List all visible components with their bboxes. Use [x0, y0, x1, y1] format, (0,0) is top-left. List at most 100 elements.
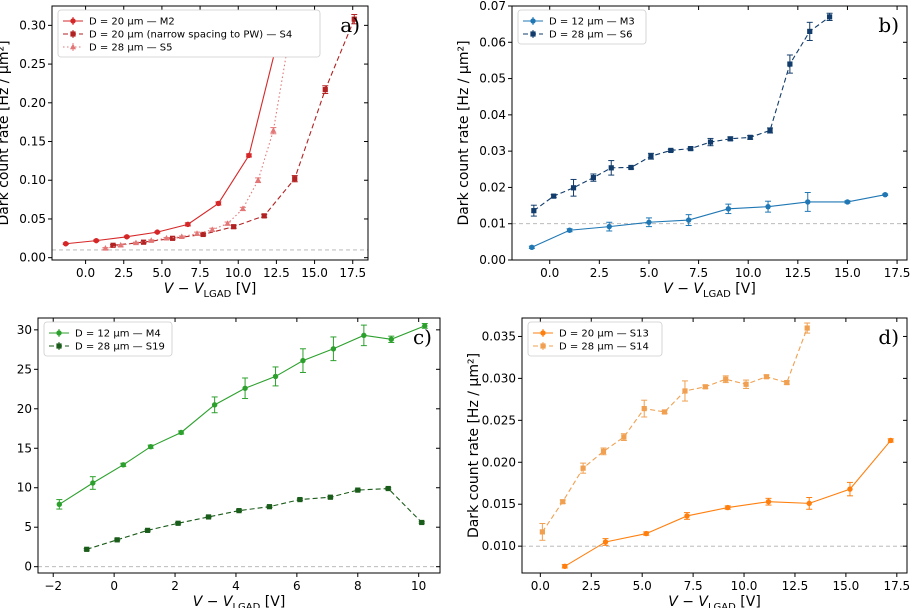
data-point: [327, 494, 333, 500]
x-tick-label: 12.5: [782, 579, 809, 593]
legend-label: D = 28 µm — S14: [559, 342, 649, 353]
data-point: [826, 14, 833, 20]
data-point: [566, 227, 573, 233]
x-tick-label: −2: [44, 579, 62, 593]
x-tick-label: 6: [293, 579, 301, 593]
x-tick-label: 8: [354, 579, 362, 593]
y-tick-label: 0: [24, 560, 32, 574]
data-point: [747, 134, 753, 140]
y-tick-label: 0.30: [19, 18, 46, 32]
y-tick-label: 0.07: [479, 0, 506, 13]
data-point: [90, 480, 96, 486]
data-point: [743, 381, 749, 387]
data-point: [272, 373, 279, 380]
data-point: [882, 191, 888, 198]
x-tick-label: 10.0: [225, 266, 252, 280]
x-tick-label: 7.5: [684, 579, 703, 593]
panel-label: a): [340, 13, 360, 37]
x-tick-label: 0.0: [531, 579, 550, 593]
legend-label: D = 20 µm (narrow spacing to PW) — S4: [89, 30, 292, 41]
x-tick-label: 2.5: [582, 579, 601, 593]
y-tick-label: 15: [17, 441, 32, 455]
data-point: [194, 230, 201, 236]
x-axis-label: V − VLGAD [V]: [663, 281, 756, 300]
data-point: [147, 443, 154, 450]
data-point: [648, 153, 654, 159]
series-line: [86, 487, 423, 550]
x-tick-label: 12.5: [263, 266, 290, 280]
x-axis-label-main: V − V: [193, 594, 234, 608]
data-point: [322, 87, 328, 93]
x-tick-label: 17.5: [883, 579, 910, 593]
data-point: [154, 229, 161, 235]
data-point: [723, 376, 729, 382]
data-point: [606, 223, 612, 230]
y-tick-label: 0.10: [19, 173, 46, 187]
data-point: [224, 220, 231, 226]
y-tick-label: 0.01: [479, 217, 506, 231]
data-point: [185, 221, 191, 228]
data-point: [707, 139, 714, 145]
data-point: [643, 530, 649, 537]
data-point: [124, 234, 130, 240]
series-a-1: [110, 14, 358, 248]
data-point: [602, 539, 609, 545]
y-tick-label: 0.25: [19, 57, 46, 71]
series-line: [531, 194, 886, 248]
legend-marker: [530, 31, 536, 37]
legend-label: D = 28 µm — S5: [89, 43, 173, 54]
data-point: [807, 28, 813, 34]
data-point: [255, 176, 262, 183]
data-point: [661, 409, 668, 415]
y-tick-label: 0.06: [479, 35, 506, 49]
x-tick-label: 2: [171, 579, 179, 593]
data-point: [175, 520, 181, 526]
data-point: [145, 527, 151, 533]
legend-box: [527, 321, 663, 357]
series-b-1: [530, 12, 833, 217]
legend-marker: [70, 18, 76, 24]
x-tick-label: 4: [232, 579, 240, 593]
data-point: [209, 226, 216, 232]
x-axis-label-unit: [V]: [736, 594, 761, 608]
y-tick-label: 0.05: [479, 72, 506, 86]
x-tick-label: 12.5: [784, 266, 811, 280]
panel-d: 0.0 2.5 5.0 7.5 10.0 12.5 15.0 17.5 0.010 0.015 0.…: [466, 317, 910, 608]
data-point: [261, 213, 267, 219]
data-point: [169, 235, 176, 241]
legend-box: [517, 9, 647, 45]
data-point: [529, 244, 535, 250]
series-c-1: [83, 485, 425, 552]
y-tick-label: 0.015: [482, 497, 516, 511]
x-axis-label: V − VLGAD [V]: [668, 594, 761, 608]
legend-label: D = 12 µm — M3: [549, 17, 635, 28]
x-axis-label: V − VLGAD [V]: [164, 281, 257, 300]
y-tick-label: 10: [17, 481, 32, 495]
data-point: [330, 346, 337, 352]
legend-marker: [540, 330, 546, 336]
x-tick-label: 7.5: [191, 266, 210, 280]
data-point: [231, 224, 237, 230]
data-point: [805, 199, 811, 205]
data-point: [351, 16, 357, 22]
data-point: [806, 500, 812, 507]
x-tick-label: 2.5: [114, 266, 133, 280]
data-point: [148, 237, 155, 243]
y-tick-label: 0.05: [19, 212, 46, 226]
data-point: [784, 379, 790, 386]
data-point: [888, 437, 894, 444]
data-point: [361, 332, 367, 339]
axes-frame: [511, 5, 908, 261]
axes-frame: [51, 5, 369, 261]
legend-marker: [70, 43, 76, 50]
x-tick-label: 10.0: [735, 266, 762, 280]
data-point: [132, 239, 139, 246]
x-axis-label-subscript: LGAD: [232, 602, 260, 608]
data-point: [551, 193, 557, 199]
x-tick-label: 7.5: [689, 266, 708, 280]
x-tick-label: 0.0: [540, 266, 559, 280]
data-point: [725, 206, 732, 212]
data-point: [355, 487, 361, 493]
data-point: [646, 219, 652, 225]
x-tick-label: 0.0: [76, 266, 95, 280]
